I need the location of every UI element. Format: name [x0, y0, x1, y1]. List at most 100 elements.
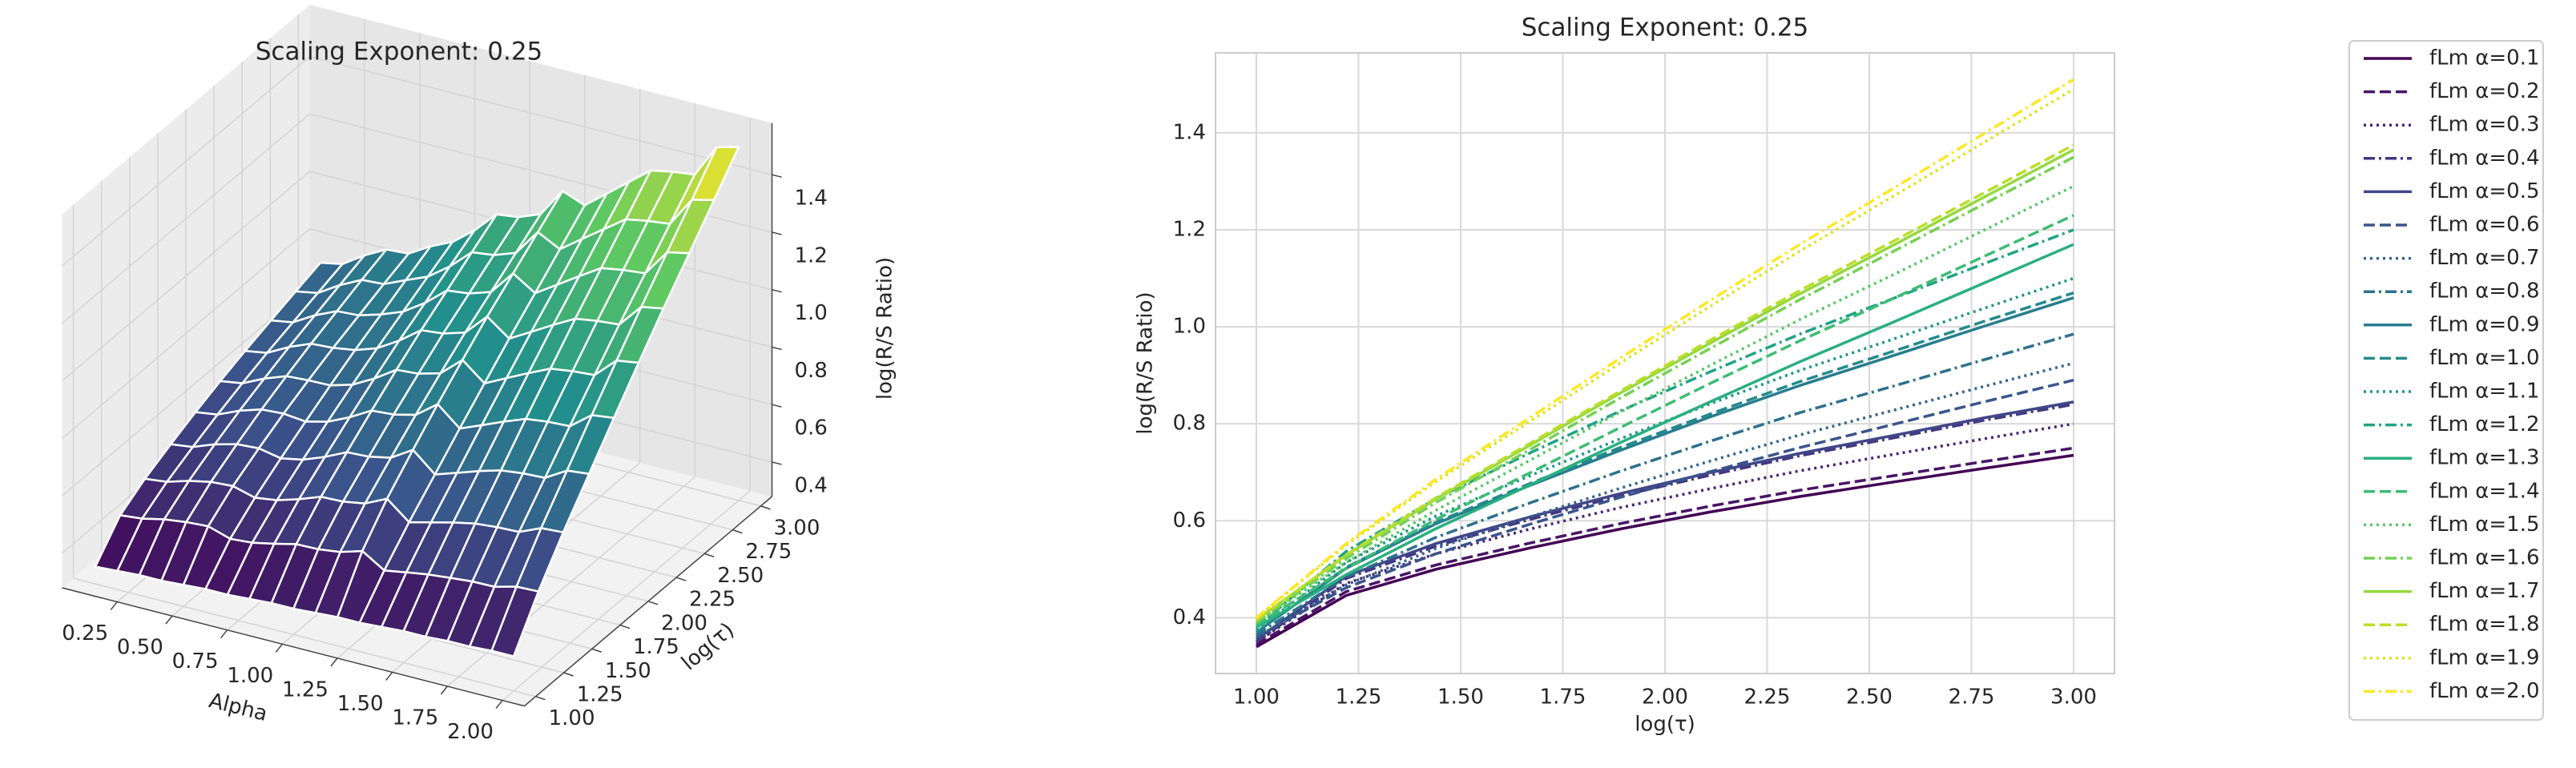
- line-series: [1256, 422, 2074, 644]
- tick-mark: [385, 671, 393, 681]
- x-tick-label: 1.25: [282, 678, 329, 702]
- legend-label: fLm α=0.1: [2429, 46, 2540, 70]
- x-tick-label: 0.75: [172, 649, 219, 674]
- tick-mark: [619, 624, 631, 629]
- z-axis-label: log(R/S Ratio): [873, 257, 897, 400]
- y-tick-label: 1.2: [1173, 217, 1206, 241]
- legend-label: fLm α=0.4: [2429, 146, 2540, 170]
- grid-line: [62, 171, 310, 382]
- legend-label: fLm α=1.7: [2429, 579, 2540, 603]
- line-series: [1255, 155, 2074, 624]
- line-series: [1256, 453, 2074, 649]
- y-tick-label: 1.4: [1173, 120, 1206, 144]
- line-series: [1255, 292, 2074, 633]
- y-tick-label: 0.6: [1173, 509, 1206, 533]
- y-tick-label: 1.0: [1173, 315, 1206, 339]
- legend-label: fLm α=1.9: [2429, 645, 2540, 669]
- grid-line: [62, 286, 310, 497]
- y-tick-label: 0.4: [1173, 605, 1206, 629]
- legend-label: fLm α=1.0: [2429, 346, 2540, 370]
- line-series: [1255, 143, 2074, 621]
- tick-mark: [220, 629, 228, 639]
- y-tick-label: 1.50: [605, 659, 651, 683]
- legend-label: fLm α=1.1: [2429, 380, 2540, 404]
- z-tick-label: 0.4: [795, 473, 828, 497]
- chart-title: Scaling Exponent: 0.25: [256, 38, 543, 66]
- x-tick-label: 0.25: [62, 621, 108, 645]
- tick-mark: [330, 657, 338, 667]
- tick-mark: [535, 695, 546, 701]
- y-tick-label: 1.00: [549, 706, 595, 730]
- y-tick-label: 2.00: [661, 611, 707, 635]
- x-tick-label: 3.00: [2050, 686, 2097, 710]
- legend-label: fLm α=0.6: [2429, 213, 2540, 237]
- legend-label: fLm α=2.0: [2429, 679, 2540, 703]
- z-tick-label: 0.8: [795, 359, 828, 383]
- x-tick-label: 2.25: [1744, 686, 1791, 710]
- z-tick-label: 1.2: [795, 243, 828, 267]
- line-series: [1255, 78, 2074, 619]
- legend-label: fLm α=0.8: [2429, 279, 2540, 304]
- z-tick-label: 1.4: [795, 187, 828, 211]
- legend-label: fLm α=0.7: [2429, 246, 2540, 270]
- line-series: [1256, 361, 2074, 639]
- legend-label: fLm α=1.8: [2429, 613, 2540, 637]
- x-tick-label: 1.75: [392, 706, 438, 730]
- tick-mark: [772, 174, 782, 178]
- grid-line: [62, 228, 310, 440]
- axis-line: [62, 587, 525, 707]
- line-series: [1256, 243, 2074, 629]
- x-axis-label: log(τ): [1635, 713, 1695, 737]
- tick-mark: [591, 648, 603, 653]
- grid-line: [73, 577, 536, 698]
- tick-mark: [772, 288, 782, 293]
- x-tick-label: 1.50: [337, 692, 384, 716]
- z-tick-label: 1.0: [795, 301, 828, 325]
- tick-mark: [275, 643, 283, 653]
- tick-mark: [772, 461, 782, 465]
- y-tick-label: 0.8: [1173, 412, 1206, 436]
- legend-label: fLm α=1.4: [2429, 479, 2540, 503]
- x-tick-label: 1.25: [1336, 686, 1382, 710]
- tick-mark: [110, 601, 118, 611]
- tick-mark: [772, 231, 782, 235]
- line-series: [1256, 378, 2074, 639]
- legend-label: fLm α=0.2: [2429, 79, 2540, 103]
- tick-mark: [703, 553, 715, 558]
- legend-label: fLm α=1.6: [2429, 546, 2540, 570]
- tick-mark: [675, 577, 687, 581]
- tick-mark: [647, 601, 659, 605]
- y-tick-label: 2.50: [717, 564, 764, 588]
- x-tick-label: 1.50: [1437, 686, 1484, 710]
- tick-mark: [563, 672, 574, 677]
- x-axis-label: Alpha: [207, 689, 270, 726]
- tick-mark: [495, 700, 503, 710]
- surface-face: [490, 585, 540, 657]
- x-tick-label: 2.75: [1949, 686, 1995, 710]
- line-series: [1256, 446, 2074, 646]
- grid-line: [62, 56, 310, 267]
- y-axis-label: log(R/S Ratio): [1134, 292, 1158, 434]
- tick-mark: [440, 686, 448, 695]
- axis-line: [524, 496, 772, 707]
- y-tick-label: 2.25: [689, 588, 736, 612]
- legend-label: fLm α=1.3: [2429, 446, 2540, 470]
- legend-label: fLm α=0.3: [2429, 113, 2540, 137]
- y-tick-label: 3.00: [774, 516, 820, 540]
- tick-mark: [732, 529, 743, 534]
- tick-mark: [772, 346, 782, 351]
- x-tick-label: 1.00: [1233, 686, 1280, 710]
- y-tick-label: 1.25: [577, 682, 623, 706]
- grid-line: [62, 113, 310, 324]
- legend-frame: [2348, 40, 2544, 721]
- y-tick-label: 1.75: [633, 635, 679, 659]
- line-series: [1255, 276, 2074, 631]
- tick-mark: [760, 505, 771, 510]
- x-tick-label: 2.50: [1846, 686, 1893, 710]
- tick-mark: [772, 404, 782, 408]
- legend-label: fLm α=1.2: [2429, 412, 2540, 436]
- legend-label: fLm α=1.5: [2429, 513, 2540, 537]
- x-tick-label: 0.50: [117, 636, 163, 660]
- legend-label: fLm α=0.9: [2429, 312, 2540, 336]
